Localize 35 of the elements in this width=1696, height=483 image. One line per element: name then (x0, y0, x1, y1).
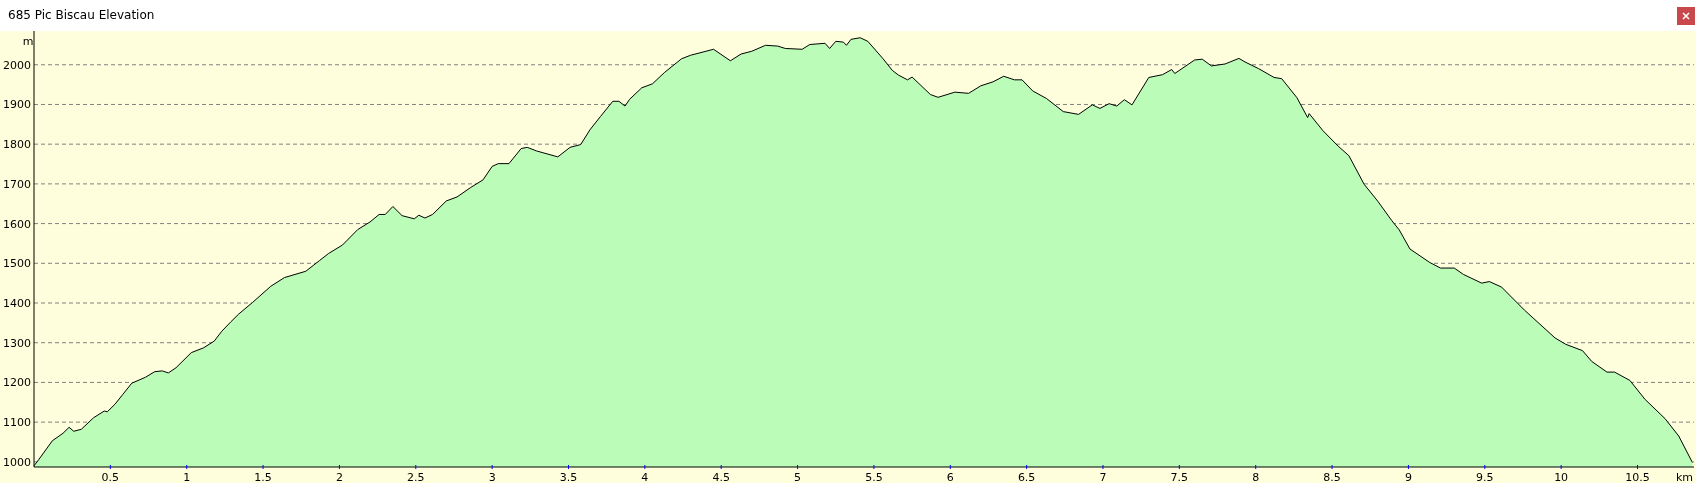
x-tick-label: 3.5 (559, 471, 578, 483)
x-tick-label: 2 (335, 471, 343, 483)
y-tick-label: 1500 (3, 257, 31, 271)
chart-title: 685 Pic Biscau Elevation (8, 8, 155, 22)
x-tick-label: 6 (946, 471, 954, 483)
x-tick-label: 0.5 (101, 471, 120, 483)
y-tick-label: 1700 (3, 177, 31, 191)
x-tick-label: 1.5 (254, 471, 272, 483)
y-tick-label: 1400 (3, 297, 31, 310)
x-tick-label: 9.5 (1476, 471, 1494, 483)
x-tick-label: 3 (488, 471, 496, 483)
y-tick-label: 2000 (3, 58, 31, 72)
y-tick-label: 1100 (3, 416, 31, 430)
y-tick-label: 1600 (3, 217, 31, 231)
y-tick-label: 1800 (3, 138, 31, 152)
x-tick-label: 5 (794, 471, 802, 483)
x-tick-label: 10 (1554, 471, 1569, 483)
x-tick-label: 4.5 (712, 471, 730, 483)
x-tick-label: 1 (183, 471, 191, 483)
y-tick-label: 1000 (3, 455, 31, 469)
y-axis-title: m (22, 35, 34, 48)
x-tick-label: 5.5 (865, 471, 883, 483)
x-tick-label: 8 (1252, 471, 1260, 483)
x-tick-label: 6.5 (1017, 471, 1036, 483)
x-tick-label: 7 (1099, 471, 1107, 483)
x-tick-label: 8.5 (1323, 471, 1341, 483)
x-tick-label: 7.5 (1170, 471, 1189, 483)
x-tick-label: 10.5 (1625, 471, 1650, 483)
x-tick-label: 9 (1404, 471, 1412, 483)
x-axis-title: km (1675, 471, 1693, 483)
y-tick-label: 1300 (3, 336, 31, 350)
x-tick-label: 2.5 (407, 471, 425, 483)
y-tick-label: 1900 (3, 98, 31, 112)
x-tick-label: 4 (641, 471, 649, 483)
y-tick-label: 1200 (3, 376, 31, 390)
